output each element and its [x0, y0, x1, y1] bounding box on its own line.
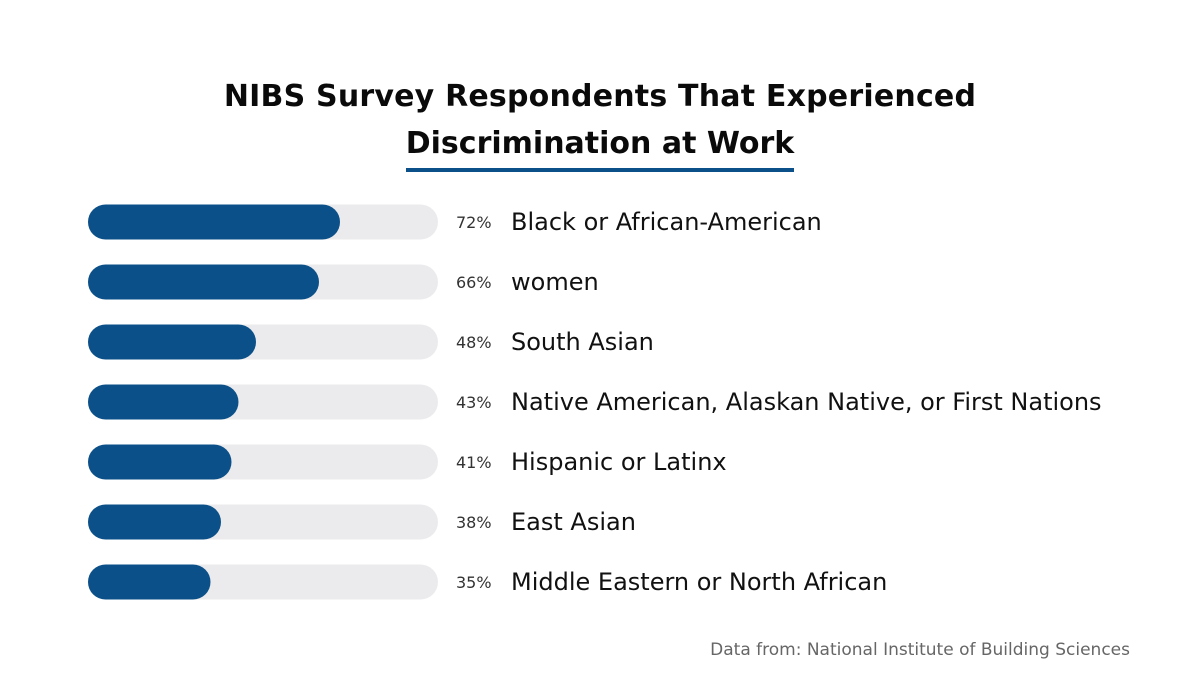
- category-label: Black or African-American: [511, 208, 822, 236]
- value-label: 66%: [456, 273, 492, 292]
- value-label: 38%: [456, 513, 492, 532]
- chart-title-line-1: NIBS Survey Respondents That Experienced: [223, 79, 977, 114]
- bar: [88, 264, 319, 300]
- value-label: 41%: [456, 453, 492, 472]
- bar: [88, 504, 221, 540]
- value-label: 72%: [456, 213, 492, 232]
- chart-title: NIBS Survey Respondents That Experienced…: [0, 72, 1200, 172]
- chart-title-line-2: Discrimination at Work: [405, 122, 795, 172]
- bar: [88, 204, 340, 240]
- bar: [88, 444, 232, 480]
- category-label: Hispanic or Latinx: [511, 448, 727, 476]
- bar: [88, 564, 211, 600]
- value-label: 35%: [456, 573, 492, 592]
- data-source-note: Data from: National Institute of Buildin…: [710, 640, 1130, 660]
- bar: [88, 324, 256, 360]
- category-label: East Asian: [511, 508, 636, 536]
- value-label: 43%: [456, 393, 492, 412]
- category-label: Native American, Alaskan Native, or Firs…: [511, 388, 1102, 416]
- value-label: 48%: [456, 333, 492, 352]
- category-label: South Asian: [511, 328, 654, 356]
- bar: [88, 384, 239, 420]
- category-label: women: [511, 268, 599, 296]
- category-label: Middle Eastern or North African: [511, 568, 887, 596]
